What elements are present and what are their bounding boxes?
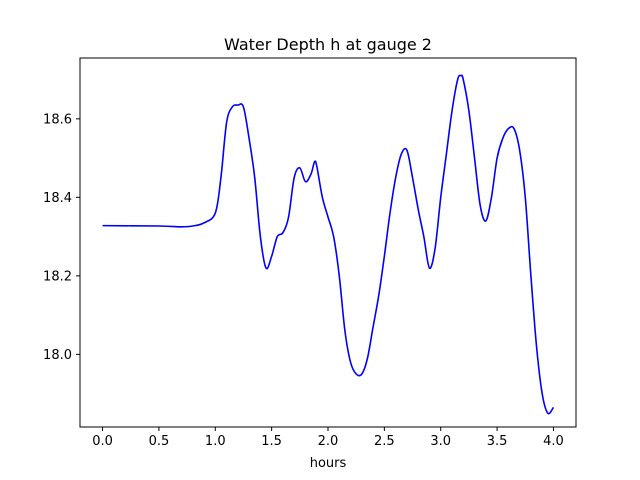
series-line <box>102 74 555 415</box>
x-tick-label: 4.0 <box>543 434 564 449</box>
x-tick-label: 0.0 <box>92 434 113 449</box>
x-tick-label: 2.5 <box>374 434 395 449</box>
x-axis: 0.0 0.5 1.0 1.5 2.0 2.5 3.0 3.5 4.0 <box>92 427 564 449</box>
y-tick-label: 18.4 <box>43 191 72 206</box>
x-tick-label: 0.5 <box>149 434 170 449</box>
x-axis-label: hours <box>310 456 347 471</box>
y-tick-label: 18.6 <box>43 112 72 127</box>
y-tick-label: 18.0 <box>43 348 72 363</box>
y-tick-label: 18.2 <box>43 269 72 284</box>
x-tick-label: 3.5 <box>487 434 508 449</box>
chart-title: Water Depth h at gauge 2 <box>224 35 432 54</box>
y-axis: 18.0 18.2 18.4 18.6 <box>43 112 80 363</box>
x-tick-label: 3.0 <box>430 434 451 449</box>
x-tick-label: 2.0 <box>318 434 339 449</box>
x-tick-label: 1.5 <box>261 434 282 449</box>
x-tick-label: 1.0 <box>205 434 226 449</box>
plot-area <box>79 57 577 428</box>
